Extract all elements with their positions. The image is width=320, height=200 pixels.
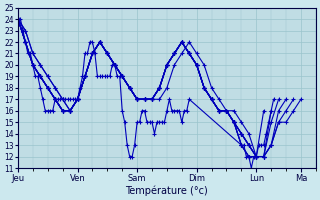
X-axis label: Température (°c): Température (°c) bbox=[125, 185, 208, 196]
